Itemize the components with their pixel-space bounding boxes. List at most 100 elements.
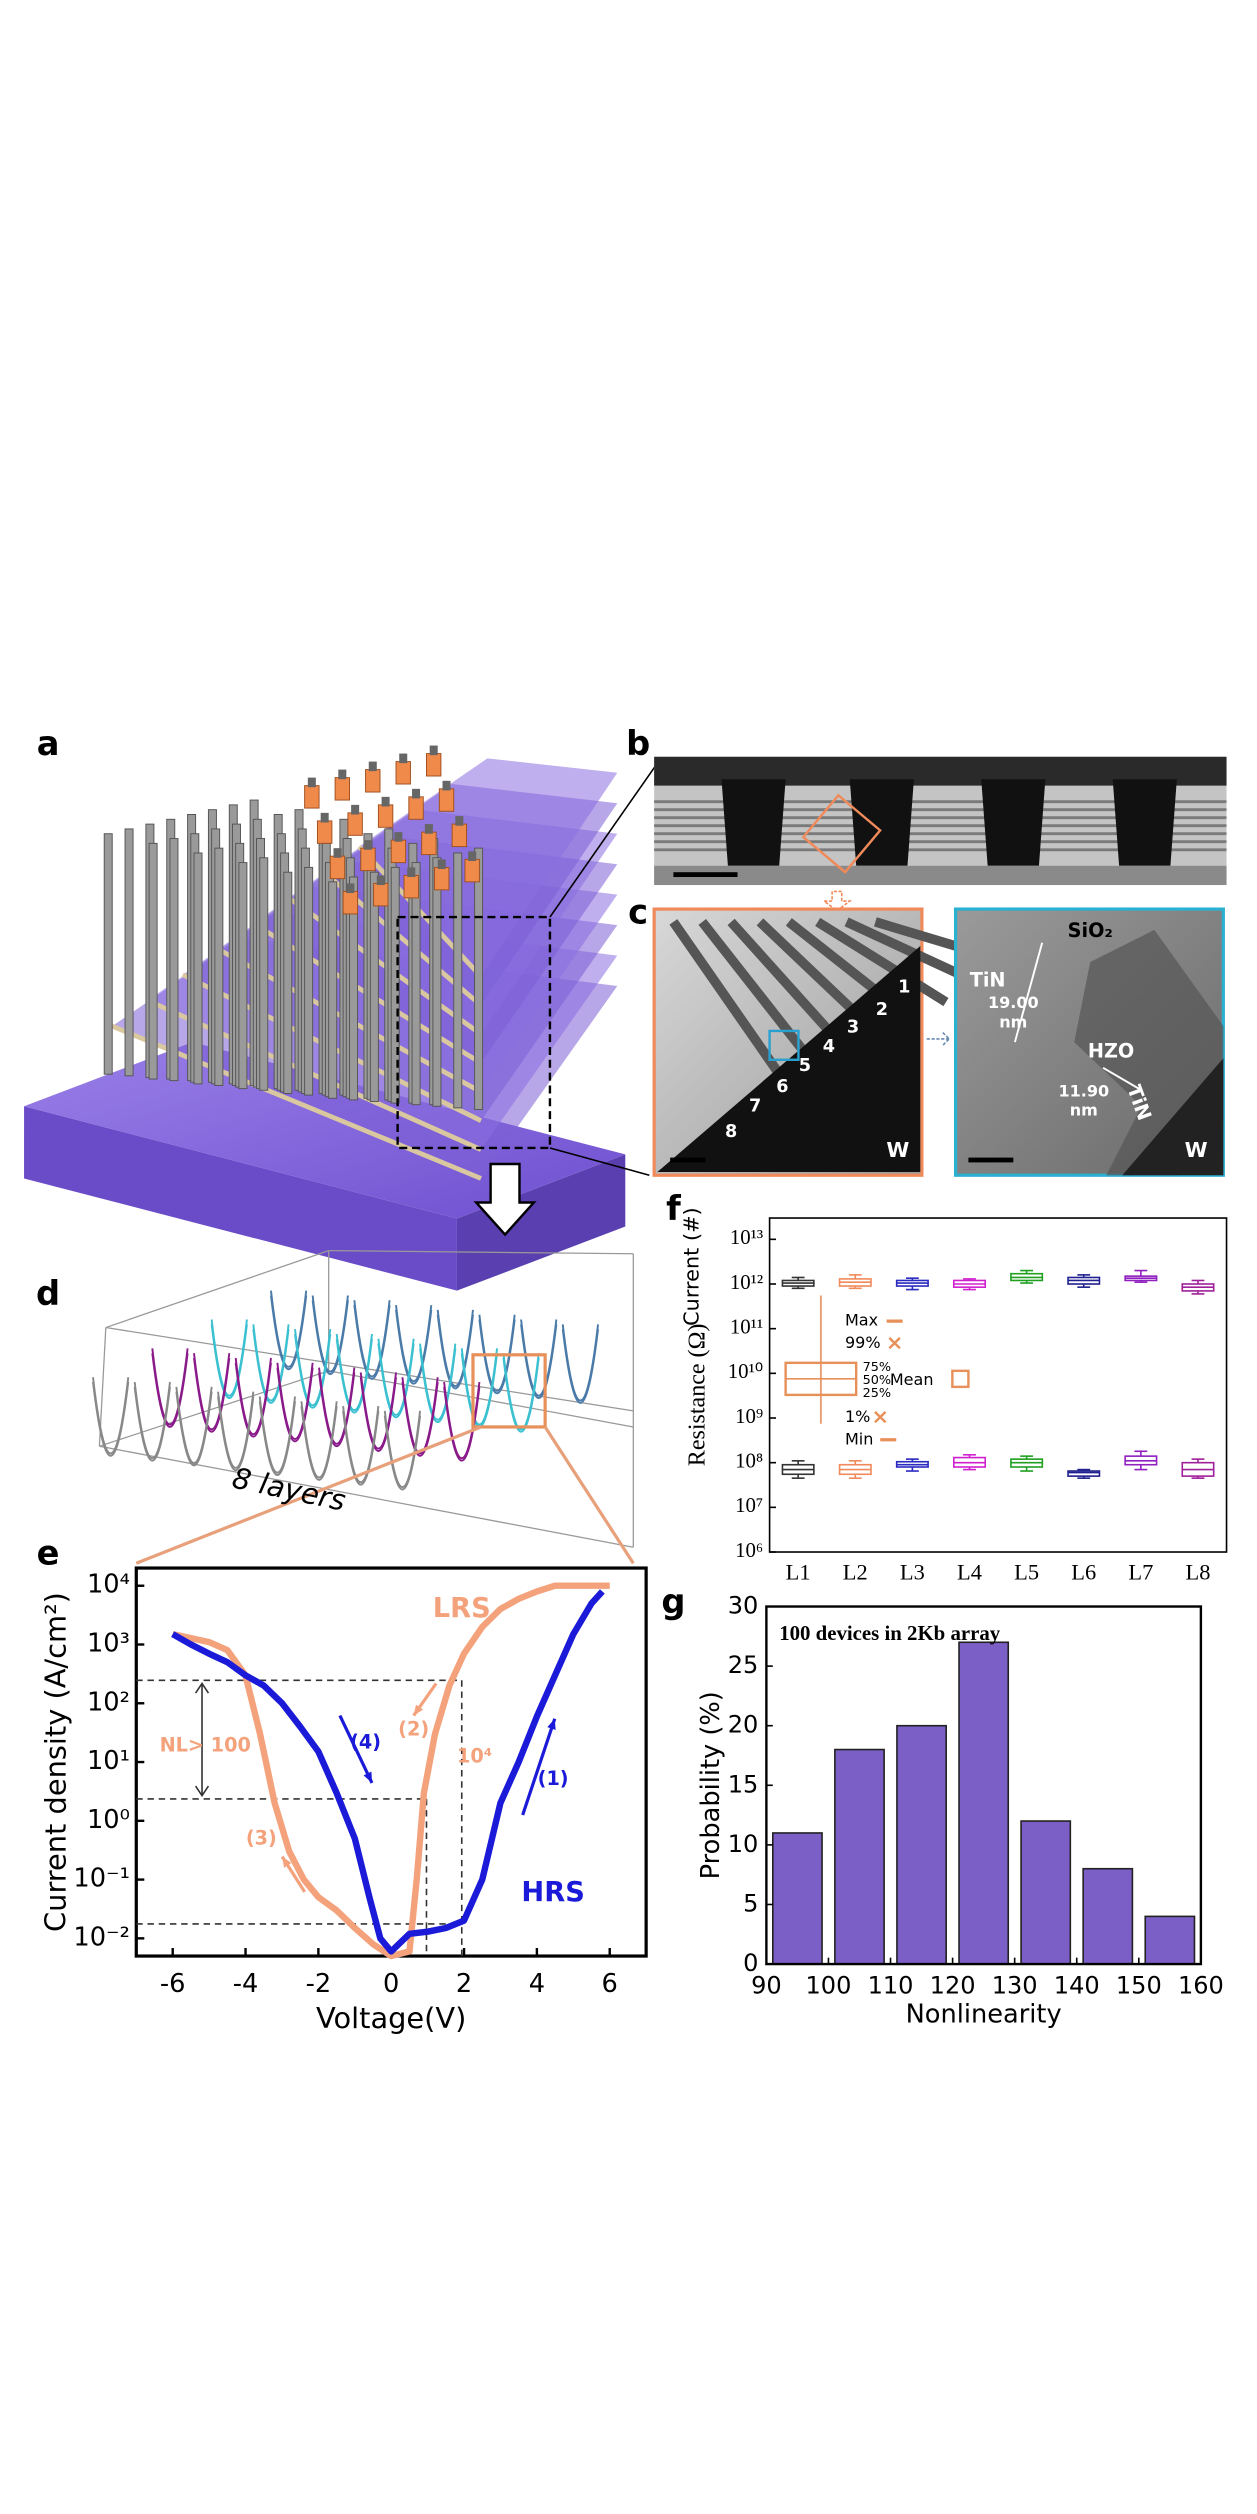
iv-curve — [92, 1381, 130, 1457]
pillar — [214, 847, 224, 1086]
y-tick-label: 10⁴ — [87, 1570, 130, 1600]
panel-label: b — [626, 724, 650, 763]
iv-curve — [133, 1386, 171, 1462]
x-tick-label: L2 — [843, 1560, 868, 1585]
panel-label: c — [628, 892, 648, 931]
y-tick-label: 0 — [743, 1949, 758, 1977]
annotation: 10⁴ — [457, 1745, 492, 1768]
pillar — [349, 876, 359, 1101]
y-tick-label: 10⁶ — [735, 1538, 763, 1562]
bar — [771, 1832, 823, 1965]
sweep-arrow-head — [282, 1856, 292, 1868]
iv-curve — [175, 1391, 213, 1467]
legend-label: 50% — [863, 1373, 891, 1388]
y-tick-label: 10¹² — [730, 1270, 763, 1294]
iv-curve — [311, 1300, 349, 1375]
x-tick-label: 110 — [868, 1972, 914, 2000]
tem-hole — [1112, 779, 1177, 866]
x-tick-label: L8 — [1186, 1560, 1211, 1585]
dotted-arrow — [926, 1031, 951, 1046]
pillar-cap-top — [320, 812, 329, 823]
pillar-cap-top — [368, 761, 377, 772]
panel-label: a — [37, 724, 60, 763]
substrate-side — [456, 1154, 626, 1291]
annotation: (4) — [350, 1730, 381, 1753]
x-tick-label: L4 — [957, 1560, 982, 1585]
layer-number: 3 — [847, 1018, 859, 1038]
hrtem-label: W — [1185, 1138, 1208, 1162]
pillar — [474, 847, 484, 1110]
hrtem-label: TiN — [970, 969, 1006, 992]
iv-curve — [234, 1362, 272, 1438]
pillar-cap-top — [399, 753, 408, 764]
annotation: (3) — [246, 1827, 277, 1850]
layer-number: 2 — [876, 1000, 888, 1020]
y-tick-label: 10⁻¹ — [73, 1864, 129, 1894]
iv-curve — [342, 1410, 380, 1486]
pillar — [304, 866, 314, 1096]
pillar-cap — [434, 866, 450, 891]
y-tick-label: 25 — [728, 1651, 759, 1679]
zoom-box — [471, 1353, 547, 1429]
panel-label: g — [661, 1582, 685, 1621]
legend-mean — [951, 1369, 970, 1389]
legend-label: 99% — [845, 1333, 881, 1352]
pillar-cap — [373, 882, 389, 907]
pillar-cap — [360, 847, 376, 872]
iv-curve — [335, 1338, 373, 1414]
tem-layer — [844, 917, 977, 986]
pillar — [169, 838, 179, 1082]
pillar-cap — [342, 890, 359, 915]
pillar-cap — [438, 788, 455, 812]
pillar-cap-top — [429, 745, 438, 756]
panel-label: d — [36, 1274, 60, 1313]
x-tick-label: 130 — [992, 1972, 1038, 2000]
hrtem-label: SiO₂ — [1068, 919, 1113, 942]
x-tick-label: 160 — [1178, 1972, 1224, 2000]
tem-hole — [981, 779, 1046, 866]
tem-bottom — [654, 865, 1227, 886]
x-tick-label: -6 — [160, 1969, 186, 1999]
box — [1067, 1470, 1101, 1477]
tem-roi — [801, 793, 882, 874]
substrate-front — [24, 1106, 457, 1291]
y-tick-label: 10⁰ — [87, 1805, 130, 1835]
hrtem-label: 11.90 — [1059, 1081, 1110, 1100]
layer-number: 7 — [749, 1096, 761, 1116]
plot-frame — [768, 1217, 1228, 1553]
iv-curve — [353, 1304, 391, 1380]
x-tick-label: L7 — [1128, 1560, 1153, 1585]
thickness-arrow — [1013, 942, 1044, 1043]
sweep-arrow-head — [413, 1704, 424, 1716]
pillar-cap-top — [307, 777, 316, 788]
pillar-cap-top — [394, 832, 403, 842]
electrode-label: W — [886, 1138, 909, 1162]
x-tick-label: 140 — [1054, 1972, 1100, 2000]
x-tick-label: 6 — [602, 1969, 618, 1999]
x-axis-label: Nonlinearity — [906, 1999, 1062, 2029]
x-tick-label: 2 — [456, 1969, 472, 1999]
x-tick-label: L3 — [900, 1560, 925, 1585]
iv-curve — [276, 1367, 314, 1443]
x-tick-label: L6 — [1071, 1560, 1096, 1585]
sweep-arrow — [521, 1718, 557, 1816]
scale-bar — [673, 872, 738, 878]
hrtem-label: 19.00 — [988, 993, 1039, 1012]
sweep-arrow-head — [547, 1718, 556, 1730]
sweep-arrow-head — [363, 1771, 372, 1783]
pillar-cap — [426, 753, 442, 777]
iv-curve — [258, 1401, 296, 1476]
pillar-cap-top — [437, 859, 446, 869]
y-tick-label: 10³ — [87, 1629, 130, 1659]
y-axis-label: Probability (%) — [696, 1691, 726, 1879]
chart-title: 100 devices in 2Kb array — [779, 1621, 1001, 1645]
pillar-cap-top — [455, 816, 464, 826]
bar — [958, 1641, 1010, 1965]
scale-bar — [968, 1157, 1014, 1163]
box-edge — [328, 1370, 634, 1428]
iv-line — [171, 1582, 610, 1960]
zoom-line — [549, 1147, 650, 1177]
pillar — [193, 852, 203, 1085]
pillar — [453, 852, 463, 1109]
